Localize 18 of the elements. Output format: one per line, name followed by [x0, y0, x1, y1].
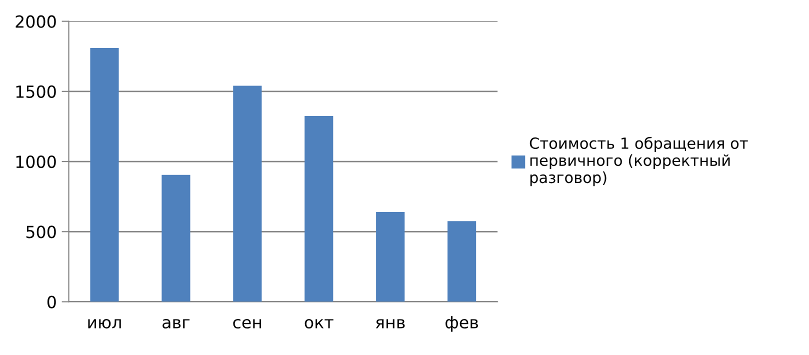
bar [233, 86, 262, 302]
bar [304, 116, 334, 302]
y-tick-label: 1500 [16, 85, 56, 98]
x-tick-label: фев [446, 316, 478, 332]
bar [448, 221, 476, 302]
bar [162, 174, 190, 302]
y-tick-label: 0 [47, 296, 56, 308]
bar [376, 212, 405, 302]
x-tick-label: июл [88, 318, 121, 329]
x-tick-label: сен [233, 318, 262, 329]
x-tick-label: авг [162, 318, 190, 329]
x-tick-label: окт [304, 318, 334, 329]
y-tick-label: 1000 [16, 155, 56, 168]
x-tick-label: янв [376, 319, 405, 328]
y-tick-label: 500 [26, 226, 56, 238]
y-tick-label: 2000 [16, 15, 56, 28]
bar [90, 48, 119, 302]
legend-label: Стоимость 1 обращения от первичного (корректный разговор) [530, 136, 748, 186]
